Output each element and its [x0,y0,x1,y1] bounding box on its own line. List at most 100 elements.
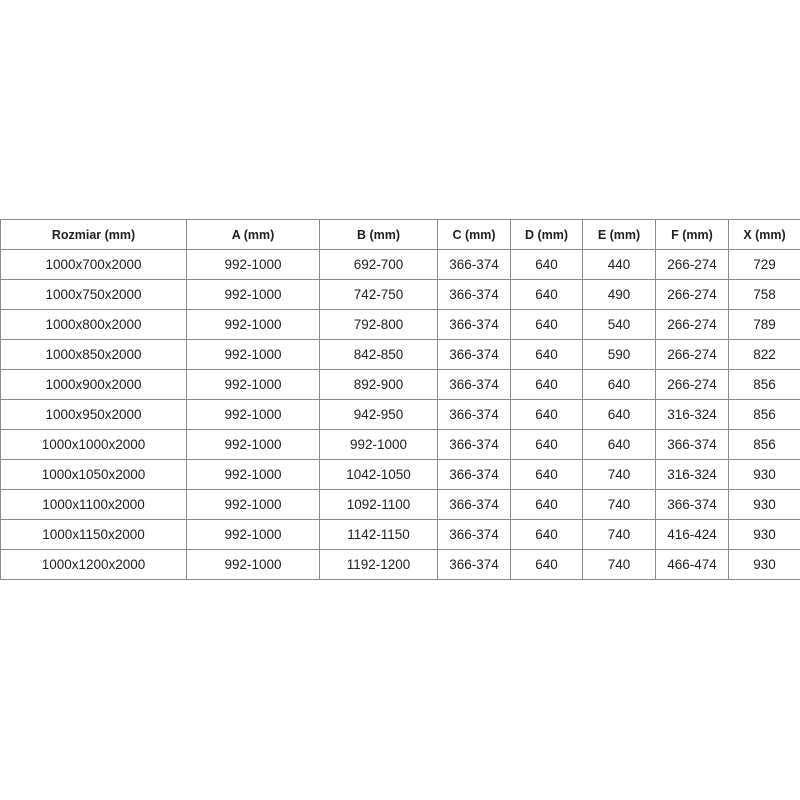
table-cell: 1000x700x2000 [0,249,187,280]
table-cell: 1000x1050x2000 [0,459,187,490]
table-cell: 1042-1050 [319,459,438,490]
table-row: 1000x900x2000 992-1000 892-900 366-374 640 64… [0,369,800,400]
table-cell: 842-850 [319,339,438,370]
table-cell: 992-1000 [186,309,320,340]
table-cell: 1092-1100 [319,489,438,520]
table-row: 1000x1100x2000 992-1000 1092-1100 366-374 64… [0,489,800,520]
table-cell: 1000x1150x2000 [0,519,187,550]
table-cell: 740 [582,459,656,490]
column-header: C (mm) [437,219,511,250]
table-cell: 640 [510,279,583,310]
table-cell: 740 [582,489,656,520]
table-row: 1000x950x2000 992-1000 942-950 366-374 640 64… [0,399,800,430]
table-cell: 366-374 [437,429,511,460]
table-row: 1000x1000x2000 992-1000 992-1000 366-374 640… [0,429,800,460]
table-row: 1000x1050x2000 992-1000 1042-1050 366-374 64… [0,459,800,490]
table-cell: 992-1000 [186,339,320,370]
table-cell: 366-374 [437,279,511,310]
table-cell: 692-700 [319,249,438,280]
table-cell: 640 [582,429,656,460]
table-cell: 366-374 [437,549,511,580]
table-cell: 856 [728,369,800,400]
table-cell: 740 [582,549,656,580]
table-cell: 856 [728,399,800,430]
table-cell: 729 [728,249,800,280]
table-cell: 742-750 [319,279,438,310]
table-cell: 822 [728,339,800,370]
column-header: X (mm) [728,219,800,250]
table-cell: 640 [510,489,583,520]
table-row: 1000x1150x2000 992-1000 1142-1150 366-374 64… [0,519,800,550]
table-cell: 316-324 [655,399,729,430]
table-cell: 992-1000 [186,279,320,310]
table-cell: 640 [510,549,583,580]
table-cell: 1142-1150 [319,519,438,550]
table-row: 1000x1200x2000 992-1000 1192-1200 366-374 64… [0,549,800,580]
column-header: A (mm) [186,219,320,250]
table-cell: 856 [728,429,800,460]
table-cell: 992-1000 [319,429,438,460]
table-cell: 266-274 [655,339,729,370]
table-cell: 366-374 [437,309,511,340]
table-cell: 366-374 [437,339,511,370]
table-cell: 992-1000 [186,249,320,280]
table-cell: 930 [728,549,800,580]
table-cell: 1000x950x2000 [0,399,187,430]
table-cell: 266-274 [655,279,729,310]
table-cell: 640 [510,249,583,280]
table-cell: 466-474 [655,549,729,580]
table-cell: 440 [582,249,656,280]
dimensions-table: Rozmiar (mm) A (mm) B (mm) C (mm) D (mm) E (m… [0,219,800,580]
table-cell: 758 [728,279,800,310]
table-cell: 930 [728,519,800,550]
table-cell: 992-1000 [186,369,320,400]
table-cell: 992-1000 [186,549,320,580]
table-row: 1000x750x2000 992-1000 742-750 366-374 640 49… [0,279,800,310]
table-cell: 590 [582,339,656,370]
table-cell: 930 [728,459,800,490]
table-cell: 1000x1100x2000 [0,489,187,520]
table-cell: 640 [582,399,656,430]
table-cell: 640 [582,369,656,400]
table-cell: 1192-1200 [319,549,438,580]
table-cell: 640 [510,459,583,490]
table-cell: 789 [728,309,800,340]
table-cell: 942-950 [319,399,438,430]
table-cell: 490 [582,279,656,310]
table-cell: 640 [510,339,583,370]
table-cell: 740 [582,519,656,550]
table-cell: 366-374 [437,369,511,400]
table-cell: 1000x900x2000 [0,369,187,400]
table-cell: 366-374 [437,399,511,430]
table-cell: 992-1000 [186,399,320,430]
table-cell: 266-274 [655,369,729,400]
table-cell: 992-1000 [186,429,320,460]
table-row: 1000x800x2000 992-1000 792-800 366-374 640 54… [0,309,800,340]
table-cell: 366-374 [437,519,511,550]
table-cell: 316-324 [655,459,729,490]
table-cell: 1000x1000x2000 [0,429,187,460]
column-header: B (mm) [319,219,438,250]
column-header: E (mm) [582,219,656,250]
header-row: Rozmiar (mm) A (mm) B (mm) C (mm) D (mm) E (m… [0,219,800,250]
table-cell: 1000x750x2000 [0,279,187,310]
table-cell: 892-900 [319,369,438,400]
table-cell: 416-424 [655,519,729,550]
table-cell: 640 [510,519,583,550]
table-cell: 1000x1200x2000 [0,549,187,580]
table-cell: 366-374 [655,489,729,520]
table-cell: 640 [510,309,583,340]
table-cell: 540 [582,309,656,340]
table-cell: 266-274 [655,309,729,340]
table-row: 1000x700x2000 992-1000 692-700 366-374 640 44… [0,249,800,280]
table-cell: 1000x850x2000 [0,339,187,370]
table-cell: 992-1000 [186,489,320,520]
column-header: Rozmiar (mm) [0,219,187,250]
table-cell: 640 [510,399,583,430]
column-header: F (mm) [655,219,729,250]
table-row: 1000x850x2000 992-1000 842-850 366-374 640 59… [0,339,800,370]
table-cell: 366-374 [437,489,511,520]
table-cell: 266-274 [655,249,729,280]
table-cell: 640 [510,429,583,460]
table-cell: 640 [510,369,583,400]
